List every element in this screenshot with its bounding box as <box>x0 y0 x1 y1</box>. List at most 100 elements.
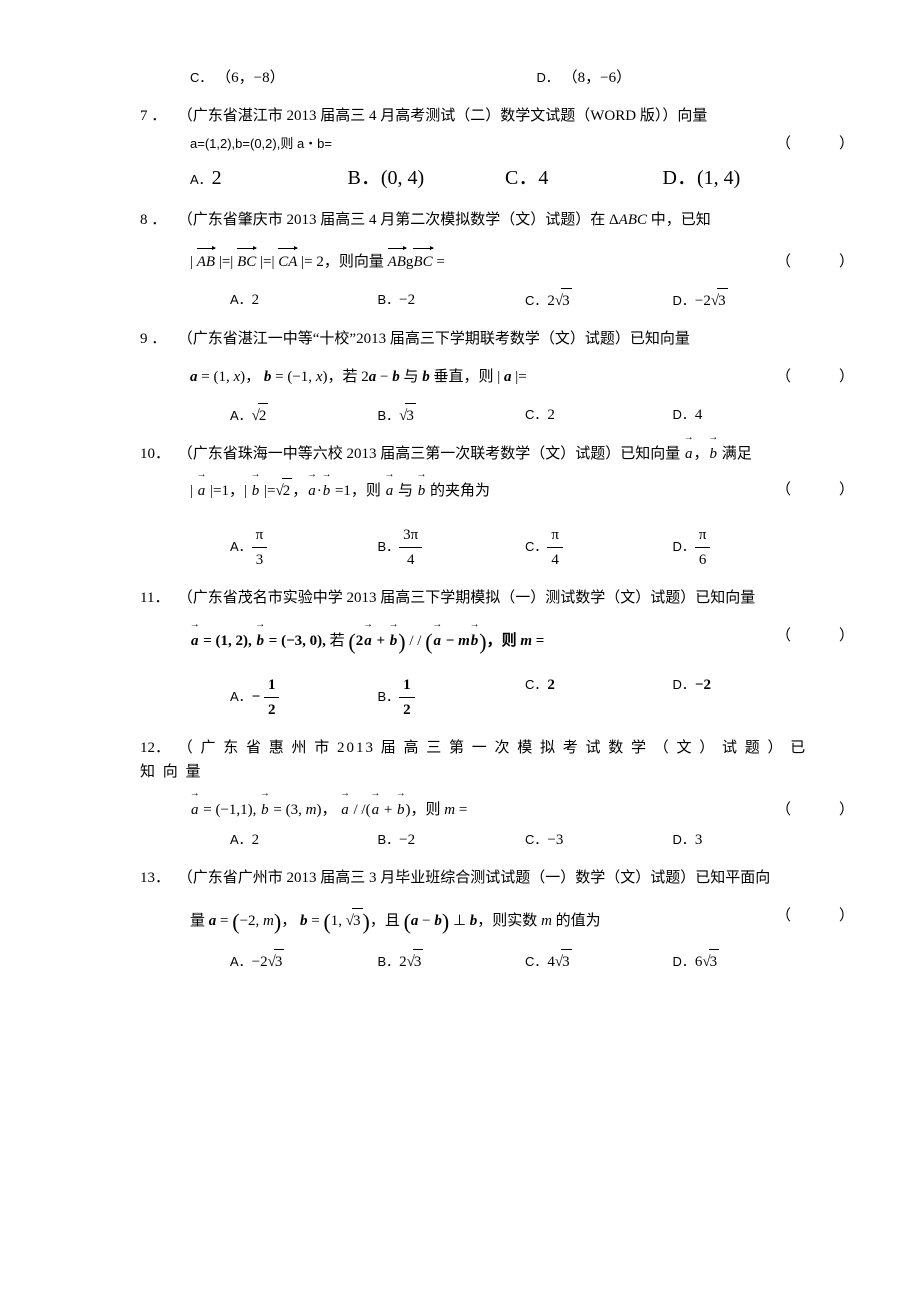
sqrt-icon: √3 <box>407 949 424 974</box>
stem-text: （ 广 东 省 惠 州 市 2013 届 高 三 第 一 次 模 拟 考 试 数… <box>140 740 807 780</box>
stem-text: （广东省湛江市 2013 届高三 4 月高考测试（二）数学文试题（WORD 版）… <box>178 108 708 124</box>
question-number: 9 ． <box>140 327 174 351</box>
plus-op: + <box>380 802 396 818</box>
option-c: C．4 <box>505 162 663 194</box>
sqrt-icon: √3 <box>555 949 572 974</box>
option-label: C． <box>525 293 547 308</box>
stem-text: = (−3, 0), <box>265 633 330 649</box>
stem-text: ，则 <box>351 483 385 499</box>
option-label: A． <box>230 408 252 423</box>
stem-text: |= <box>260 483 275 499</box>
stem-text: 垂直，则 | <box>430 369 504 385</box>
vector-a: a <box>433 629 443 653</box>
option-text: −2 <box>252 954 268 970</box>
answer-blank: （ ） <box>776 798 860 822</box>
stem-text: |= <box>511 369 526 385</box>
minus-op: − <box>418 913 434 929</box>
dot-op: g <box>406 254 414 270</box>
option-text: 2 <box>212 167 222 189</box>
option-a: A．2 <box>230 828 378 852</box>
option-text: 2 <box>252 832 260 848</box>
paren-open: ( <box>404 909 411 934</box>
option-label: A． <box>230 954 252 969</box>
stem-text: （广东省珠海一中等六校 2013 届高三第一次联考数学（文）试题）已知向量 <box>178 446 684 462</box>
option-label: B． <box>378 832 400 847</box>
option-c: C．2 <box>525 673 673 722</box>
option-text: 2 <box>547 407 555 423</box>
option-text: （8，−6） <box>563 70 631 86</box>
numerator: π <box>547 523 563 547</box>
parallel-op: / / <box>406 633 426 649</box>
stem-text: | <box>190 254 197 270</box>
vector-b: b <box>251 479 261 503</box>
vector-a: a <box>385 479 395 503</box>
fraction: π4 <box>547 523 563 572</box>
sqrt-icon: √3 <box>268 949 285 974</box>
option-label: C． <box>525 832 547 847</box>
option-text: −3 <box>547 832 563 848</box>
option-label: A． <box>230 832 252 847</box>
option-b: B．−2 <box>378 288 526 313</box>
stem-text: = (−1,1), <box>200 802 261 818</box>
option-d: D．−2√3 <box>673 288 821 313</box>
option-a: A．−2√3 <box>230 949 378 974</box>
vector-a: a <box>684 442 694 466</box>
option-b: B．(0, 4) <box>348 162 506 194</box>
option-label: C． <box>525 407 547 422</box>
option-text: −2 <box>399 832 415 848</box>
vector-a: a <box>371 798 381 822</box>
comma: ， <box>694 446 709 462</box>
answer-blank: （ ） <box>776 250 860 274</box>
radicand: 3 <box>561 288 572 313</box>
question-6-tail-options: C． （6，−8） D． （8，−6） <box>140 66 820 90</box>
stem-text: = (−1, <box>271 369 315 385</box>
stem-text: （广东省肇庆市 2013 届高三 4 月第二次模拟数学（文）试题）在 Δ <box>178 212 619 228</box>
answer-blank: （ ） <box>776 365 860 389</box>
question-stem: 10． （广东省珠海一中等六校 2013 届高三第一次联考数学（文）试题）已知向… <box>140 442 820 503</box>
denominator: 3 <box>252 547 268 572</box>
vector-b: b <box>256 629 266 653</box>
stem-text: ，则 <box>487 633 521 649</box>
question-8: 8 ． （广东省肇庆市 2013 届高三 4 月第二次模拟数学（文）试题）在 Δ… <box>140 208 820 313</box>
vector-a: a <box>363 629 373 653</box>
option-label: D． <box>673 832 695 847</box>
stem-text: )，若 2 <box>322 369 368 385</box>
option-b: B．3π4 <box>378 523 526 572</box>
option-label: B． <box>378 408 400 423</box>
stem-text: |= 2，则向量 <box>297 254 387 270</box>
option-text: 2 <box>547 677 555 693</box>
var-m: m <box>520 633 532 649</box>
vector-b: b <box>422 369 430 385</box>
vector-ab: AB <box>388 250 406 274</box>
question-13: 13． （广东省广州市 2013 届高三 3 月毕业班综合测试试题（一）数学（文… <box>140 866 820 974</box>
stem-text: = (3, <box>270 802 306 818</box>
comma: ， <box>292 483 307 499</box>
option-text: (1, 4) <box>697 167 740 189</box>
question-number: 12． <box>140 736 174 760</box>
option-d: D．π6 <box>673 523 821 572</box>
stem-text: = (1, <box>198 369 234 385</box>
numerator: 1 <box>264 673 280 697</box>
stem-text: )， <box>240 369 260 385</box>
coef-2: 2 <box>356 633 364 649</box>
stem-text: a=(1,2),b=(0,2),则 a・b= <box>190 136 332 151</box>
vector-a: a <box>190 798 200 822</box>
option-a: A．2 <box>190 162 348 194</box>
stem-text: | <box>190 483 197 499</box>
paren-close: ) <box>363 909 370 934</box>
vector-a: a <box>197 479 207 503</box>
question-stem: 11． （广东省茂名市实验中学 2013 届高三下学期模拟（一）测试数学（文）试… <box>140 586 820 659</box>
var-m: m <box>306 802 317 818</box>
vector-b: b <box>417 479 427 503</box>
stem-text: ，且 <box>370 913 404 929</box>
option-c: C．π4 <box>525 523 673 572</box>
numerator: 3π <box>399 523 422 547</box>
vector-b: b <box>709 442 719 466</box>
sign: − <box>252 689 264 705</box>
vector-b: b <box>389 629 399 653</box>
option-label: A． <box>230 689 252 704</box>
stem-text: 与 <box>394 483 417 499</box>
option-label: B． <box>378 292 400 307</box>
stem-text: )，则 <box>406 802 445 818</box>
eq: = <box>307 913 323 929</box>
